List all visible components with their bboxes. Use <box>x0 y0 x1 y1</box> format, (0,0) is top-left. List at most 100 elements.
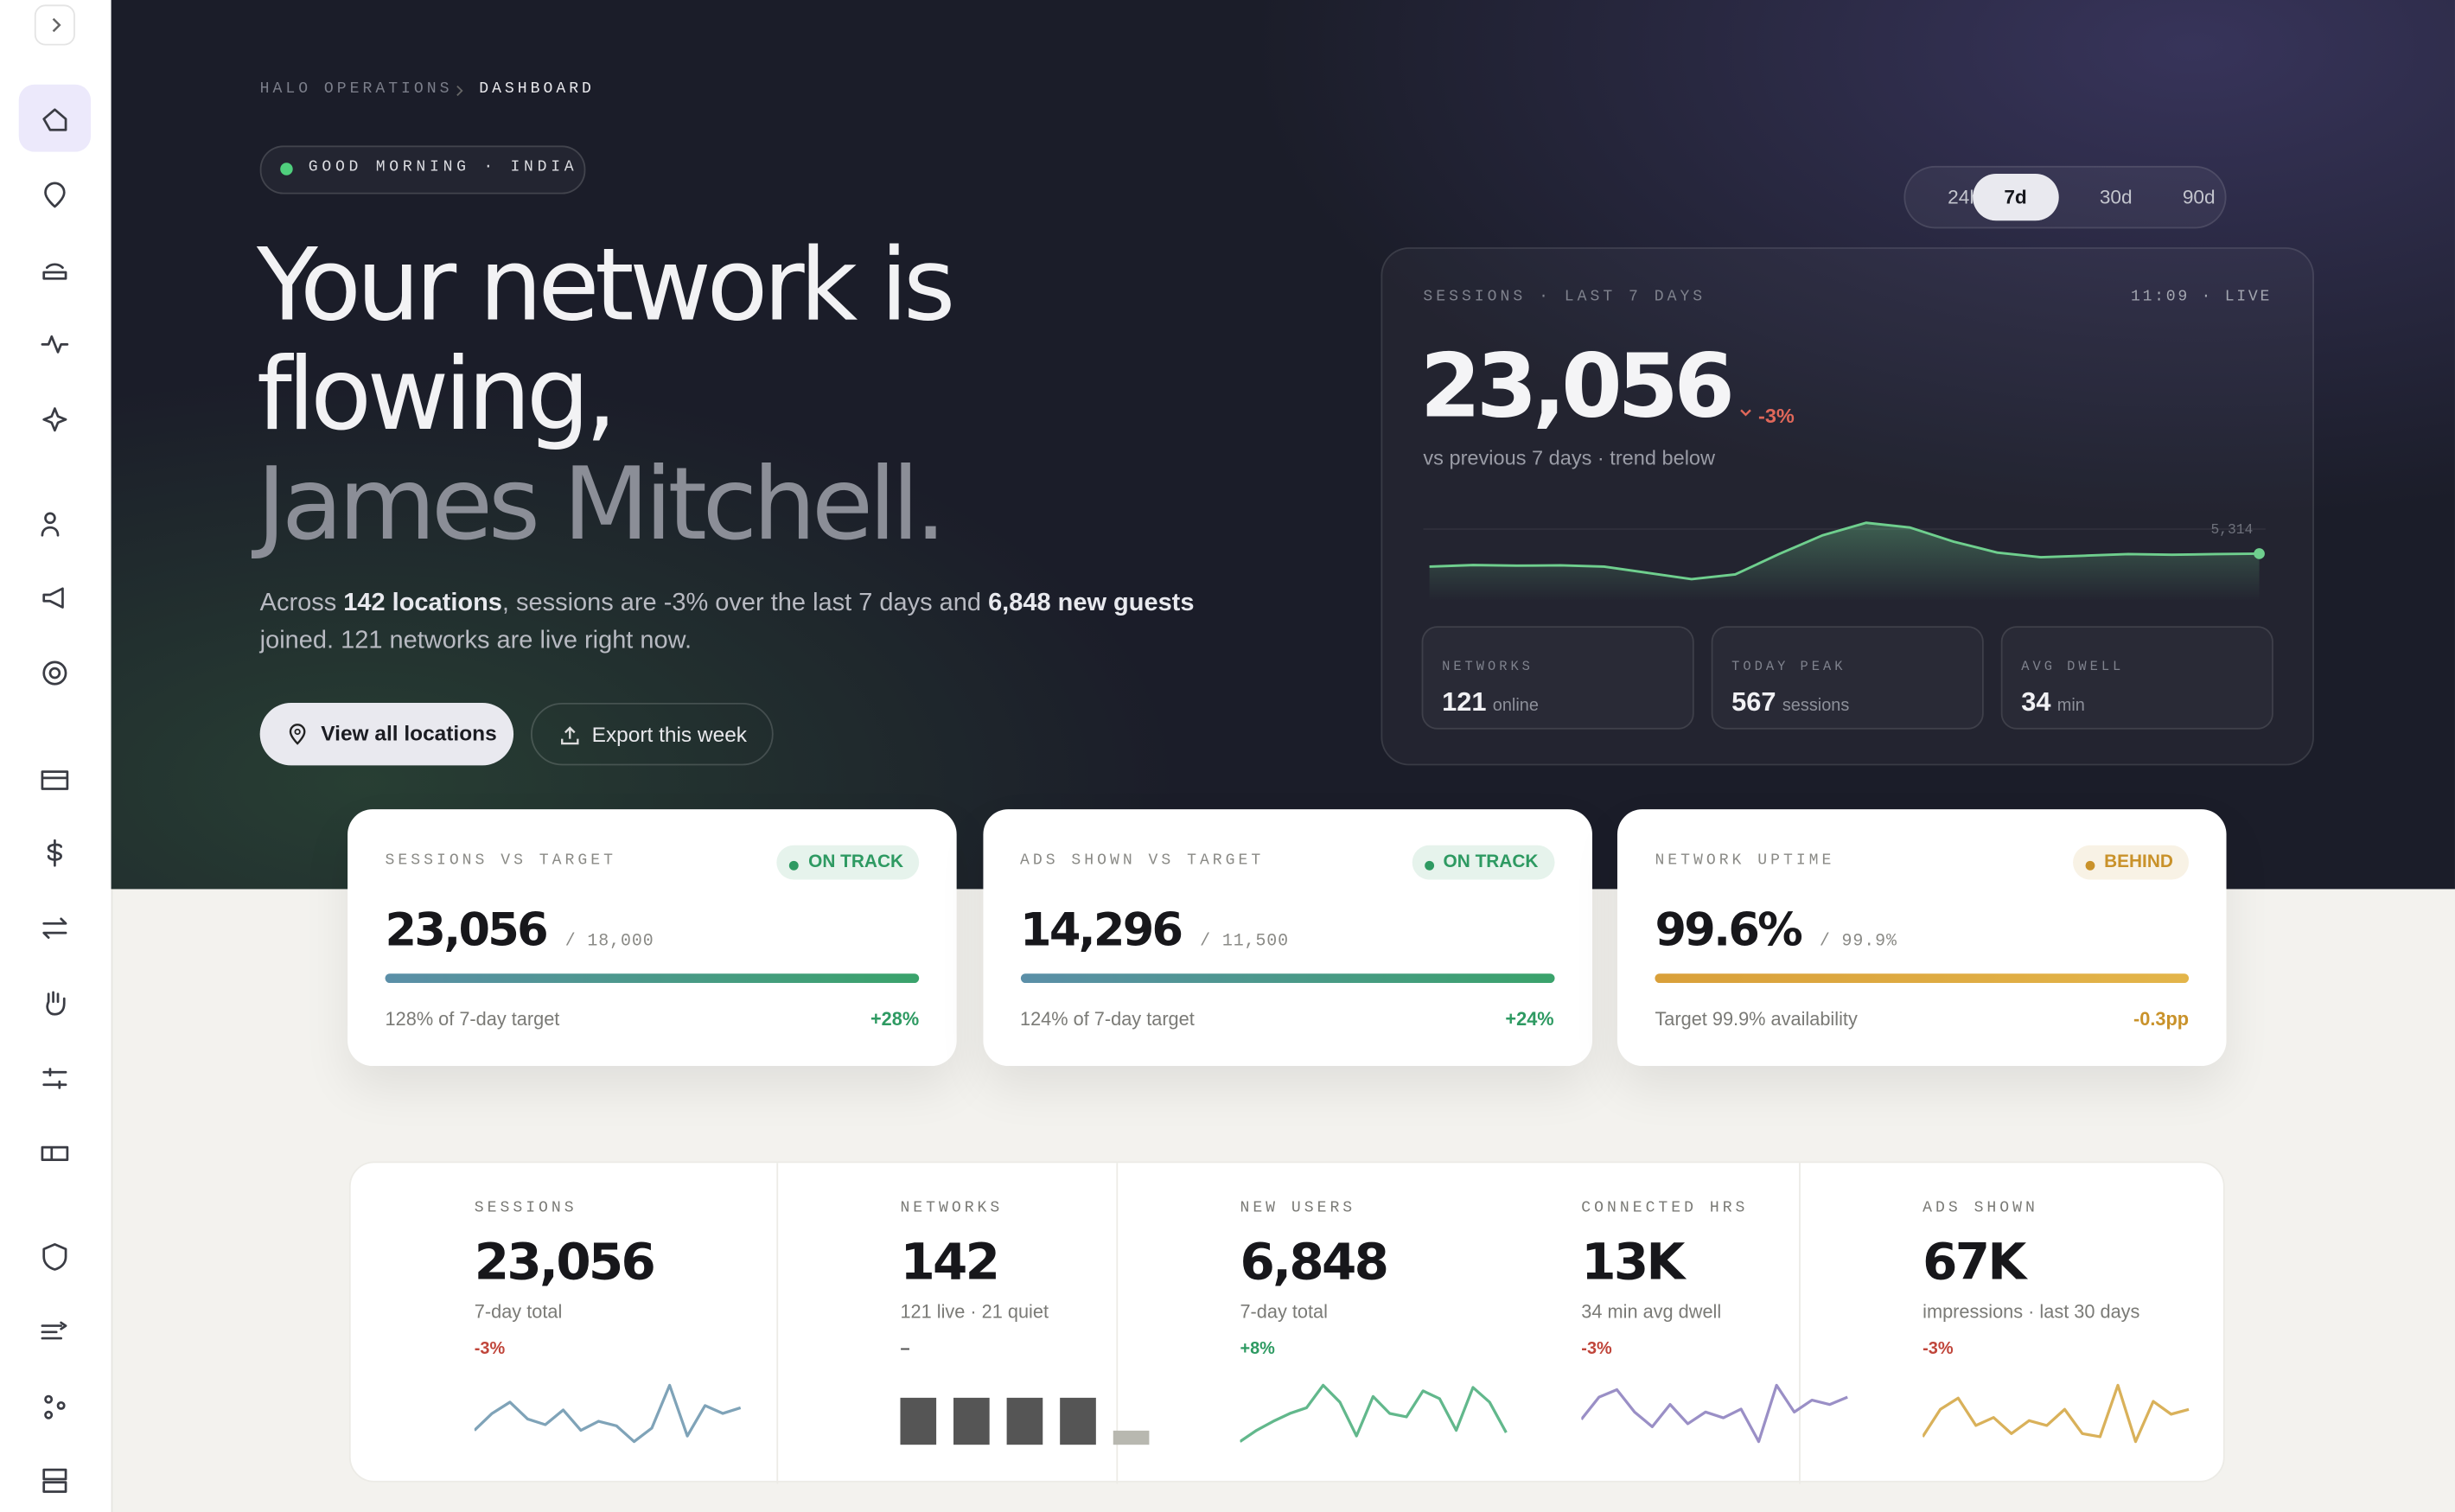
kpi-note: 7-day total <box>1240 1300 1328 1323</box>
target-card: NETWORK UPTIME BEHIND 99.6% / 99.9% Target 9… <box>1616 809 2227 1067</box>
icon-glyph <box>41 770 69 790</box>
nav-icon[interactable] <box>37 656 72 691</box>
summary-text: Across <box>259 590 344 617</box>
target-delta: +24% <box>1505 1008 1554 1030</box>
collapse-button[interactable] <box>34 4 75 46</box>
icon-glyph <box>42 1068 67 1089</box>
icon-glyph <box>42 660 67 686</box>
kpi-delta: +8% <box>1240 1339 1275 1359</box>
button-label: Export this week <box>591 723 748 747</box>
target-delta: -0.3pp <box>2133 1008 2190 1030</box>
target-note: 128% of 7-day target <box>385 1008 560 1030</box>
primary-button[interactable]: View all locations <box>259 702 514 766</box>
icon-glyph <box>42 587 64 609</box>
nav-icon[interactable] <box>37 1390 72 1425</box>
nav-active[interactable] <box>18 84 92 152</box>
nav-icon[interactable] <box>37 1464 72 1498</box>
kpi-note: 34 min avg dwell <box>1581 1300 1722 1323</box>
export-icon <box>561 726 579 745</box>
spark-bar <box>1060 1397 1096 1445</box>
spark-bar <box>1113 1430 1150 1445</box>
nav-icon[interactable] <box>37 762 72 797</box>
kpi-label: SESSIONS <box>474 1200 577 1218</box>
stat-value-row: 34 min <box>2021 687 2085 718</box>
stat-unit: online <box>1492 696 1539 716</box>
icon-glyph <box>41 1145 69 1162</box>
nav-icon[interactable] <box>37 402 72 437</box>
nav-icon[interactable] <box>37 327 72 361</box>
kpi-delta: -3% <box>474 1339 506 1359</box>
greeting: GOOD MORNING · INDIA <box>308 159 578 177</box>
kpi-value: 23,056 <box>474 1231 656 1292</box>
nav-icon[interactable] <box>37 1240 72 1274</box>
status-pill: ON TRACK <box>1412 845 1554 880</box>
target-card: ADS SHOWN VS TARGET ON TRACK 14,296 / 11,50… <box>982 809 1592 1067</box>
status-dot <box>1424 860 1434 871</box>
target-value-row: 99.6% / 99.9% <box>1655 903 1897 957</box>
progress-bar <box>1019 973 1554 984</box>
icon-glyph <box>41 1321 67 1340</box>
divider <box>1116 1163 1119 1484</box>
icon-glyph <box>42 263 67 280</box>
stat-value-row: 121 online <box>1442 687 1539 718</box>
target-goal: / 18,000 <box>564 933 654 952</box>
breadcrumb-current[interactable]: DASHBOARD <box>479 81 595 99</box>
range-tab[interactable]: 30d <box>2099 186 2133 208</box>
kpi-value: 6,848 <box>1240 1231 1388 1292</box>
nav-icon[interactable] <box>37 252 72 287</box>
spark-line <box>1923 1383 2190 1444</box>
icon-glyph <box>42 407 67 432</box>
spark-bar <box>900 1397 937 1445</box>
stat-value: 34 <box>2021 686 2051 718</box>
icon-glyph <box>47 839 62 867</box>
stat-value: 567 <box>1731 686 1776 718</box>
stat-box: AVG DWELL 34 min <box>2000 626 2273 730</box>
range-tab[interactable]: 7d <box>1973 173 2058 221</box>
summary-text: , sessions are -3% over the last 7 days … <box>501 590 989 617</box>
status-dot <box>2085 860 2095 871</box>
nav-icon[interactable] <box>37 986 72 1021</box>
nav-icon[interactable] <box>37 1315 72 1349</box>
kpi-delta: – <box>900 1339 910 1359</box>
button-label: View all locations <box>321 721 497 745</box>
nav-icon[interactable] <box>37 1062 72 1096</box>
secondary-button[interactable]: Export this week <box>530 702 774 766</box>
target-value: 23,056 <box>385 903 549 957</box>
target-delta: +28% <box>870 1008 920 1030</box>
summary-text: joined. 121 networks are live right now. <box>259 628 692 654</box>
sparkline <box>1240 1383 1508 1443</box>
nav-icon[interactable] <box>37 911 72 946</box>
nav-icon[interactable] <box>37 102 72 137</box>
headline: Your network is <box>257 228 955 345</box>
kpi-label: NEW USERS <box>1240 1200 1356 1218</box>
target-note: Target 99.9% availability <box>1655 1008 1858 1030</box>
kpi-delta: -3% <box>1581 1339 1612 1359</box>
nav-icon[interactable] <box>37 177 72 212</box>
nav-icon[interactable] <box>37 836 72 871</box>
target-note: 124% of 7-day target <box>1019 1008 1195 1030</box>
icon-glyph <box>41 512 60 537</box>
icon-glyph <box>44 1394 66 1419</box>
trend-area <box>1429 522 2260 602</box>
kpi-note: 7-day total <box>474 1300 563 1323</box>
spark-bar <box>953 1397 990 1445</box>
icon-glyph <box>46 991 66 1016</box>
nav-icon[interactable] <box>37 1136 72 1171</box>
nav-icon[interactable] <box>37 507 72 542</box>
status-pill: ON TRACK <box>776 845 920 880</box>
status-pill: BEHIND <box>2072 845 2190 880</box>
stat-label: TODAY PEAK <box>1731 659 1846 675</box>
divider <box>1799 1163 1801 1484</box>
sparkline <box>1923 1383 2190 1444</box>
kpi-value: 142 <box>900 1231 1000 1292</box>
kpi-value: 13K <box>1581 1231 1685 1292</box>
nav-icon[interactable] <box>37 581 72 616</box>
kpi-delta: -3% <box>1923 1339 1954 1359</box>
range-tab[interactable]: 90d <box>2182 186 2216 208</box>
breadcrumb: HALO OPERATIONS <box>259 81 453 99</box>
stat-label: NETWORKS <box>1442 659 1534 675</box>
summary-strong: 142 locations <box>343 590 502 617</box>
note: vs previous 7 days · trend below <box>1423 446 1716 470</box>
sessions-card: SESSIONS · LAST 7 DAYS 11:09 · LIVE 23,0… <box>1381 247 2314 766</box>
